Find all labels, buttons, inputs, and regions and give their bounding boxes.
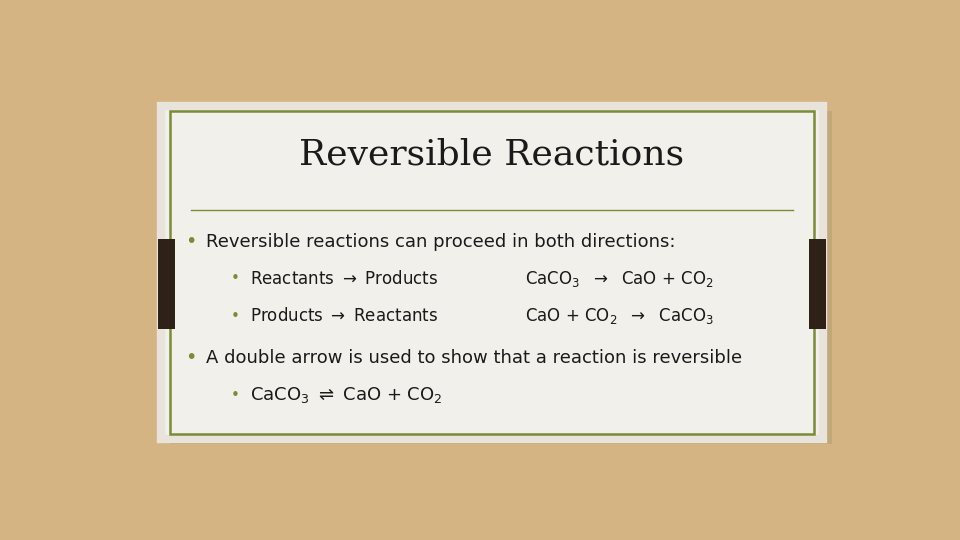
Text: •: • xyxy=(231,272,240,286)
Text: A double arrow is used to show that a reaction is reversible: A double arrow is used to show that a re… xyxy=(205,349,742,367)
FancyBboxPatch shape xyxy=(161,106,823,439)
Bar xyxy=(158,239,175,329)
Text: •: • xyxy=(231,388,240,403)
Text: Reversible Reactions: Reversible Reactions xyxy=(300,137,684,171)
Text: Reversible reactions can proceed in both directions:: Reversible reactions can proceed in both… xyxy=(205,233,675,251)
Bar xyxy=(809,239,826,329)
Text: CaO + CO$_2$  $\rightarrow$  CaCO$_3$: CaO + CO$_2$ $\rightarrow$ CaCO$_3$ xyxy=(525,306,714,326)
Text: CaCO$_3$  $\rightarrow$  CaO + CO$_2$: CaCO$_3$ $\rightarrow$ CaO + CO$_2$ xyxy=(525,269,714,289)
Text: Reactants $\rightarrow$ Products: Reactants $\rightarrow$ Products xyxy=(251,270,439,288)
Text: CaCO$_3$ $\rightleftharpoons$ CaO + CO$_2$: CaCO$_3$ $\rightleftharpoons$ CaO + CO$_… xyxy=(251,386,443,406)
FancyBboxPatch shape xyxy=(170,111,832,444)
Text: •: • xyxy=(185,348,197,367)
Text: •: • xyxy=(231,309,240,324)
Text: Products $\rightarrow$ Reactants: Products $\rightarrow$ Reactants xyxy=(251,307,439,326)
Text: •: • xyxy=(185,232,197,251)
